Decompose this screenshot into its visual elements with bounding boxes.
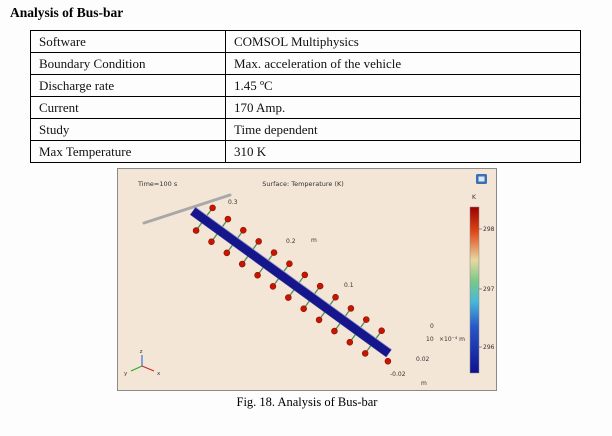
- cell-value: COMSOL Multiphysics: [225, 30, 581, 53]
- cell-label: Max Temperature: [30, 140, 226, 163]
- cell-value: 1.45 ºC: [225, 74, 581, 97]
- axis-tick: -0.02: [390, 371, 406, 378]
- axis-scale-value: 10: [426, 336, 434, 343]
- frame-edge-line: [142, 193, 232, 225]
- cell-value: Max. acceleration of the vehicle: [225, 52, 581, 75]
- table-row: Boundary Condition Max. acceleration of …: [30, 52, 581, 75]
- cell-value: Time dependent: [225, 118, 581, 141]
- cell-value: 310 K: [225, 140, 581, 163]
- cell-label: Boundary Condition: [30, 52, 226, 75]
- figure-caption: Fig. 18. Analysis of Bus-bar: [236, 395, 378, 409]
- page-title: Analysis of Bus-bar: [10, 5, 124, 20]
- table-row: Discharge rate 1.45 ºC: [30, 74, 581, 97]
- triad-y-label: y: [124, 371, 128, 377]
- table-row: Max Temperature 310 K: [30, 140, 581, 163]
- axis-tick: 0.02: [416, 356, 430, 363]
- table-row: Software COMSOL Multiphysics: [30, 30, 581, 53]
- cell-label: Discharge rate: [30, 74, 226, 97]
- axis-tick: 0.1: [344, 282, 354, 289]
- axis-triad: z x y: [124, 349, 161, 377]
- axis-scale-label: ×10⁻⁴ m: [439, 336, 465, 343]
- busbar-geometry: [190, 203, 392, 365]
- cell-label: Current: [30, 96, 226, 119]
- cell-label: Study: [30, 118, 226, 141]
- spec-table: Software COMSOL Multiphysics Boundary Co…: [30, 30, 581, 163]
- colorbar-tick: 297: [483, 286, 495, 293]
- table-row: Current 170 Amp.: [30, 96, 581, 119]
- triad-z-label: z: [140, 349, 143, 355]
- time-label: Time=100 s: [137, 180, 178, 188]
- cell-value: 170 Amp.: [225, 96, 581, 119]
- triad-x-label: x: [157, 371, 161, 377]
- cell-label: Software: [30, 30, 226, 53]
- comsol-figure: Time=100 s Surface: Temperature (K): [117, 168, 497, 391]
- colorbar-tick: 298: [483, 226, 495, 233]
- table-row: Study Time dependent: [30, 118, 581, 141]
- colorbar-unit: K: [472, 194, 477, 201]
- axis-tick: 0: [430, 323, 434, 330]
- busbar-bar: [190, 207, 392, 358]
- busbar-plot: Time=100 s Surface: Temperature (K): [124, 174, 495, 387]
- end-connector: [384, 358, 392, 365]
- plot-title: Surface: Temperature (K): [262, 180, 344, 188]
- axis-unit: m: [421, 380, 427, 387]
- colorbar-tick: 296: [483, 344, 495, 351]
- snapshot-icon: [476, 174, 487, 184]
- axis-unit: m: [311, 237, 317, 244]
- axis-tick: 0.2: [286, 238, 296, 245]
- axis-tick: 0.3: [228, 199, 238, 206]
- colorbar: K 298 297 296: [469, 194, 495, 374]
